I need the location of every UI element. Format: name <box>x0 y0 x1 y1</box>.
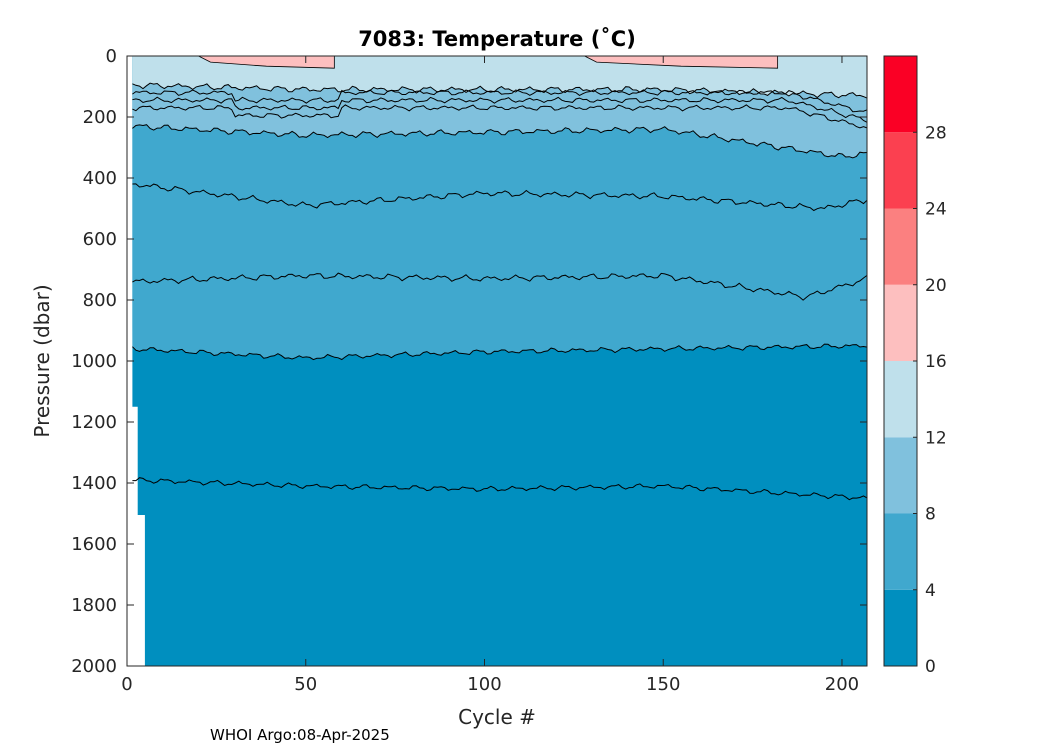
colorbar-segment <box>884 361 917 438</box>
y-tick-label: 0 <box>106 46 117 67</box>
isotherm-line <box>132 183 868 212</box>
colorbar-segment <box>884 437 917 514</box>
warm-surface-patch <box>584 56 779 69</box>
y-axis-label: Pressure (dbar) <box>30 284 54 437</box>
y-tick-label: 400 <box>83 168 117 189</box>
colorbar-tick-label: 12 <box>925 428 947 448</box>
footer-credit: WHOI Argo:08-Apr-2025 <box>210 726 390 744</box>
colorbar-tick-label: 16 <box>925 352 947 372</box>
y-tick-label: 1000 <box>71 351 117 372</box>
colorbar-tick-label: 24 <box>925 200 947 220</box>
y-tick-label: 2000 <box>71 656 117 677</box>
colorbar-segment <box>884 208 917 285</box>
colorbar-segment <box>884 56 917 133</box>
y-tick-label: 1400 <box>71 473 117 494</box>
x-tick-label: 100 <box>467 674 501 695</box>
colorbar: 0 4 8 12 16 20 24 28 <box>883 55 947 677</box>
y-axis-ticks: 0 200 400 600 800 1000 1200 1400 1600 1800 2000 <box>71 46 867 677</box>
colorbar-tick-label: 28 <box>925 123 947 143</box>
y-tick-label: 1200 <box>71 412 117 433</box>
x-tick-label: 150 <box>646 674 680 695</box>
isotherm-line <box>132 104 868 129</box>
y-tick-label: 800 <box>83 290 117 311</box>
plot-area <box>127 56 867 666</box>
x-tick-label: 50 <box>294 674 317 695</box>
warm-surface-patch <box>198 56 335 69</box>
colorbar-tick-label: 20 <box>925 276 947 296</box>
y-tick-label: 600 <box>83 229 117 250</box>
x-tick-label: 200 <box>825 674 859 695</box>
y-tick-label: 1800 <box>71 595 117 616</box>
isotherm-line <box>132 124 868 159</box>
y-tick-label: 1600 <box>71 534 117 555</box>
isotherm-line <box>132 82 868 99</box>
colorbar-segment <box>884 589 917 666</box>
temperature-bands <box>127 56 867 666</box>
contour-lines <box>132 82 868 501</box>
x-axis-ticks: 0 50 100 150 200 <box>121 56 859 695</box>
isotherm-line <box>132 96 868 123</box>
y-tick-label: 200 <box>83 107 117 128</box>
colorbar-tick-label: 8 <box>925 505 936 525</box>
isotherm-line <box>132 343 868 361</box>
colorbar-segment <box>884 132 917 209</box>
colorbar-segment <box>884 284 917 361</box>
isotherm-line <box>132 272 868 301</box>
x-tick-label: 0 <box>121 674 132 695</box>
x-axis-label: Cycle # <box>458 705 536 729</box>
chart-title: 7083: Temperature (˚C) <box>358 27 636 51</box>
colorbar-tick-label: 4 <box>925 581 936 601</box>
isotherm-line <box>132 477 868 501</box>
colorbar-tick-label: 0 <box>925 657 936 677</box>
colorbar-segment <box>884 513 917 590</box>
isotherm-line <box>132 89 868 113</box>
